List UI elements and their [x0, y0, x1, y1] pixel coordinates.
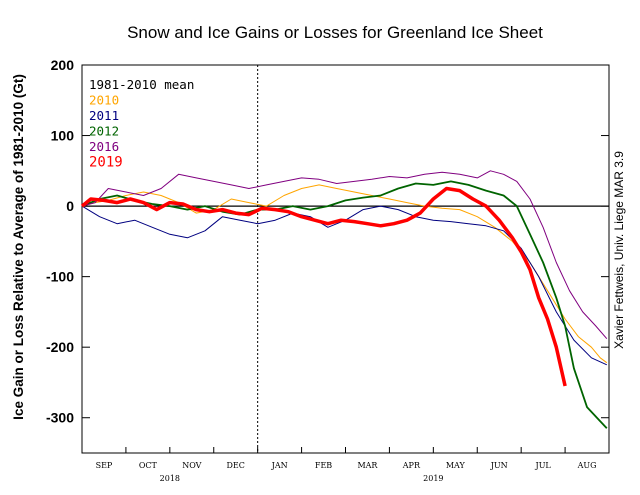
plot-frame	[81, 64, 610, 454]
credit-label: Xavier Fettweis, Univ. Liege MAR 3.9	[612, 151, 626, 349]
year-label-2018: 2018	[160, 474, 180, 483]
month-label-jun: JUN	[490, 461, 508, 470]
y-tick-label-4: -200	[46, 339, 74, 355]
month-label-apr: APR	[402, 461, 421, 470]
month-label-may: MAY	[446, 461, 466, 470]
series-line-2012	[81, 180, 608, 429]
series-lines	[80, 170, 609, 429]
year-label-2019: 2019	[423, 474, 443, 483]
month-label-nov: NOV	[182, 461, 201, 470]
legend-entry-2010: 2010	[89, 93, 119, 108]
legend-entry-2012: 2012	[89, 124, 119, 139]
legend-entry-2011: 2011	[89, 108, 119, 123]
month-label-jul: JUL	[534, 461, 551, 470]
month-label-sep: SEP	[96, 461, 113, 470]
y-tick-label-3: -100	[46, 269, 74, 285]
month-label-dec: DEC	[227, 461, 245, 470]
chart-title: Snow and Ice Gains or Losses for Greenla…	[127, 23, 543, 42]
x-ticks: SEP OCT NOV DEC JAN FEB MAR APR MAY JUN JUL AUG 2018…	[96, 447, 597, 483]
y-tick-label-0: 200	[51, 57, 75, 73]
y-tick-label-1: 100	[51, 128, 75, 144]
y-tick-label-2: 0	[66, 198, 74, 214]
month-label-feb: FEB	[315, 461, 332, 470]
series-line-2010	[81, 184, 608, 364]
legend-entry-1981-2010-mean: 1981-2010 mean	[89, 77, 194, 92]
month-label-oct: OCT	[139, 461, 158, 470]
month-label-mar: MAR	[357, 461, 378, 470]
y-tick-label-5: -300	[46, 410, 74, 426]
series-line-2019	[80, 186, 567, 387]
legend-entry-2019: 2019	[89, 155, 123, 171]
y-ticks: 200 100 0 -100 -200 -300	[46, 57, 609, 426]
month-label-jan: JAN	[271, 461, 288, 470]
month-label-aug: AUG	[577, 461, 597, 470]
series-line-2016	[81, 170, 608, 340]
legend-entry-2016: 2016	[89, 139, 119, 154]
y-axis-label: Ice Gain or Loss Relative to Average of …	[11, 74, 26, 420]
